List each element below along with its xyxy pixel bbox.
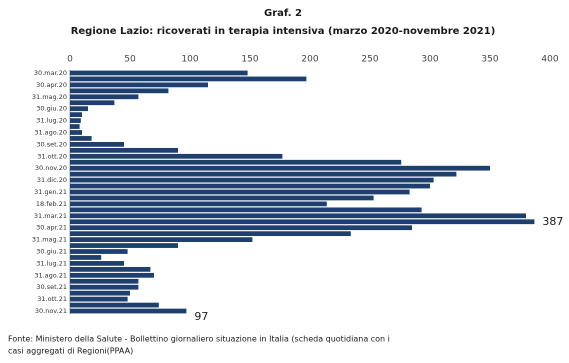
source-note: casi aggregati di Regioni(PPAA) — [8, 347, 133, 356]
x-tick-label: 300 — [421, 55, 438, 65]
y-tick-label: 30.set.21 — [36, 283, 67, 291]
bar — [70, 219, 535, 225]
bar — [70, 243, 178, 248]
bar — [70, 88, 169, 94]
chart-title: Graf. 2 — [264, 8, 302, 19]
bar — [70, 112, 82, 118]
bar — [70, 106, 88, 112]
bar — [70, 290, 130, 296]
y-tick-label: 31.mag.20 — [32, 93, 67, 101]
bar — [70, 142, 124, 147]
bar — [70, 308, 187, 314]
y-tick-label: 31.lug.20 — [36, 117, 67, 125]
y-tick-label: 30.set.20 — [36, 140, 67, 148]
bar — [70, 207, 422, 213]
x-tick-label: 400 — [541, 55, 558, 65]
bar — [70, 147, 178, 153]
y-tick-label: 30.giu.20 — [36, 105, 67, 113]
chart-subtitle: Regione Lazio: ricoverati in terapia int… — [71, 26, 496, 37]
source-note: Fonte: Ministero della Salute - Bolletti… — [8, 335, 390, 344]
bar — [70, 82, 208, 88]
bar — [70, 225, 412, 231]
y-tick-label: 31.mar.21 — [34, 212, 67, 220]
y-tick-label: 31.lug.21 — [36, 259, 67, 267]
y-tick-label: 30.nov.21 — [35, 307, 67, 315]
bar — [70, 237, 253, 242]
y-tick-label: 30.mar.20 — [34, 69, 67, 77]
x-tick-label: 350 — [481, 55, 498, 65]
y-tick-label: 30.giu.21 — [36, 248, 67, 256]
bar — [70, 136, 92, 141]
x-tick-label: 50 — [124, 55, 136, 65]
bar — [70, 302, 159, 308]
bar — [70, 159, 402, 165]
bar — [70, 266, 151, 272]
bar — [70, 94, 139, 100]
bar — [70, 76, 307, 82]
bar — [70, 189, 410, 195]
x-tick-label: 200 — [301, 55, 318, 65]
bar — [70, 118, 81, 123]
bar — [70, 249, 128, 254]
bar — [70, 195, 374, 201]
data-label: 387 — [542, 215, 563, 228]
bar — [70, 130, 82, 135]
y-tick-label: 18.feb.21 — [36, 200, 67, 208]
y-tick-label: 31.ott.21 — [37, 295, 67, 303]
y-tick-label: 31.ago.20 — [34, 128, 67, 136]
data-label: 97 — [194, 310, 208, 323]
bar — [70, 177, 434, 183]
x-tick-label: 100 — [181, 55, 198, 65]
bar — [70, 278, 139, 284]
bar — [70, 70, 248, 76]
bar — [70, 261, 124, 266]
y-tick-label: 31.gen.21 — [34, 188, 67, 196]
bar — [70, 201, 327, 207]
y-tick-label: 31.dic.20 — [37, 176, 67, 184]
bar — [70, 100, 115, 106]
x-tick-label: 0 — [67, 55, 73, 65]
bar — [70, 165, 490, 171]
bar — [70, 171, 457, 177]
bar — [70, 296, 128, 302]
y-tick-label: 31.mag.21 — [32, 236, 67, 244]
bar — [70, 284, 139, 290]
y-tick-label: 31.ago.21 — [34, 271, 67, 279]
bar — [70, 124, 80, 129]
y-tick-label: 30.apr.21 — [36, 224, 67, 232]
bar — [70, 183, 430, 189]
y-tick-label: 30.apr.20 — [36, 81, 67, 89]
x-tick-label: 150 — [241, 55, 258, 65]
y-tick-label: 31.ott.20 — [37, 152, 67, 160]
y-tick-label: 30.nov.20 — [35, 164, 67, 172]
bar — [70, 213, 526, 219]
bar — [70, 231, 351, 237]
x-tick-label: 250 — [361, 55, 378, 65]
bar — [70, 153, 283, 159]
bar — [70, 272, 154, 278]
bar — [70, 255, 102, 260]
